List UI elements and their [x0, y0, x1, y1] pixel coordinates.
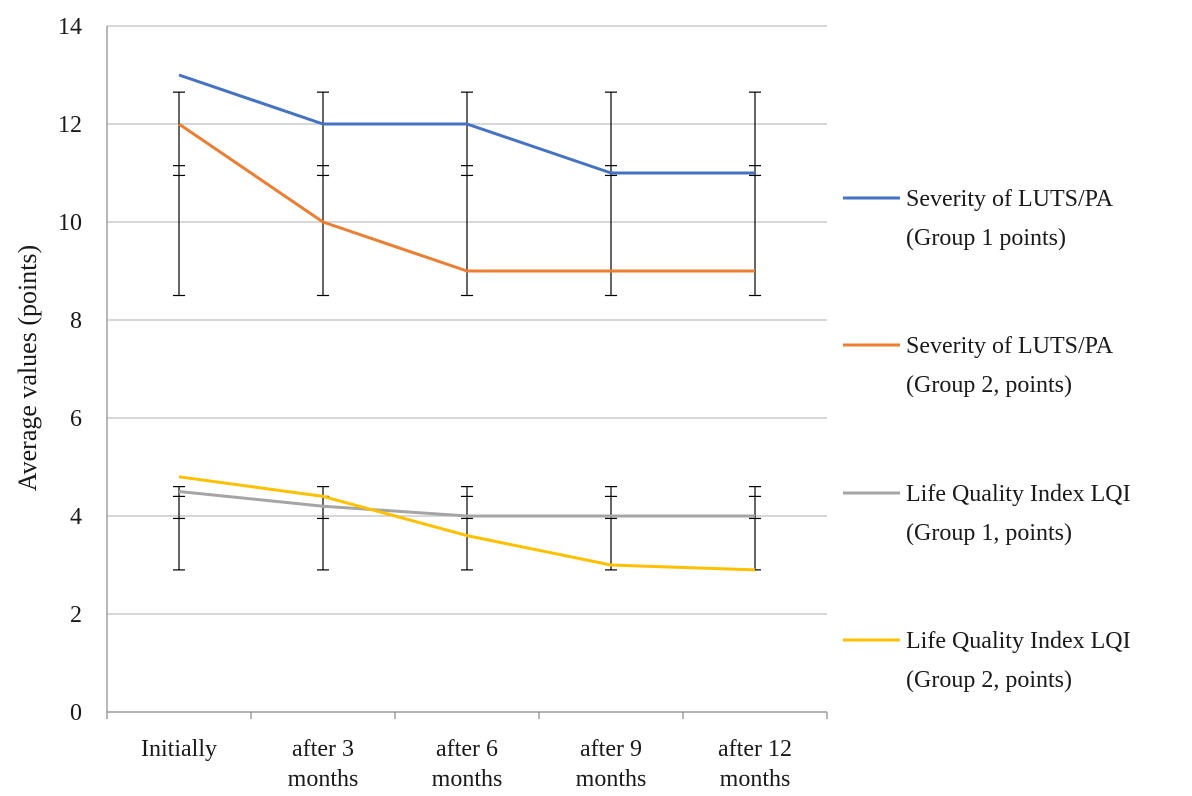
y-tick-label: 12 [58, 112, 82, 138]
series-line-1 [178, 73, 755, 175]
x-tick-label: after 9 months [576, 736, 647, 792]
y-tick-label: 0 [70, 700, 82, 726]
series-lines [178, 73, 756, 572]
y-tick-label: 4 [70, 504, 82, 530]
legend: Severity of LUTS/PA (Group 1 points) Sever… [843, 186, 1131, 693]
y-tick-label: 2 [70, 602, 82, 628]
x-tick-label: after 12 months [718, 736, 792, 792]
y-tick-label: 8 [70, 308, 82, 334]
x-tick-label: after 3 months [288, 736, 359, 792]
x-tick-label: Initially [141, 736, 217, 762]
y-axis-label: Average values (points) [13, 245, 42, 491]
x-axis: Initially after 3 months after 6 months after… [106, 711, 828, 792]
y-tick-label: 10 [58, 210, 82, 236]
series-line-2 [178, 122, 755, 273]
legend-label: Life Quality Index LQI (Group 1, points) [906, 481, 1131, 546]
legend-label: Life Quality Index LQI (Group 2, points) [906, 628, 1131, 693]
legend-label: Severity of LUTS/PA (Group 2, points) [906, 333, 1114, 398]
error-bars [173, 91, 761, 571]
y-axis: 0 2 4 6 8 10 12 14 [58, 14, 108, 726]
series-line-4 [178, 475, 756, 572]
y-tick-label: 14 [58, 14, 82, 40]
x-tick-label: after 6 months [432, 736, 503, 792]
y-tick-label: 6 [70, 406, 82, 432]
series-line-3 [178, 490, 755, 518]
legend-label: Severity of LUTS/PA (Group 1 points) [906, 186, 1114, 251]
